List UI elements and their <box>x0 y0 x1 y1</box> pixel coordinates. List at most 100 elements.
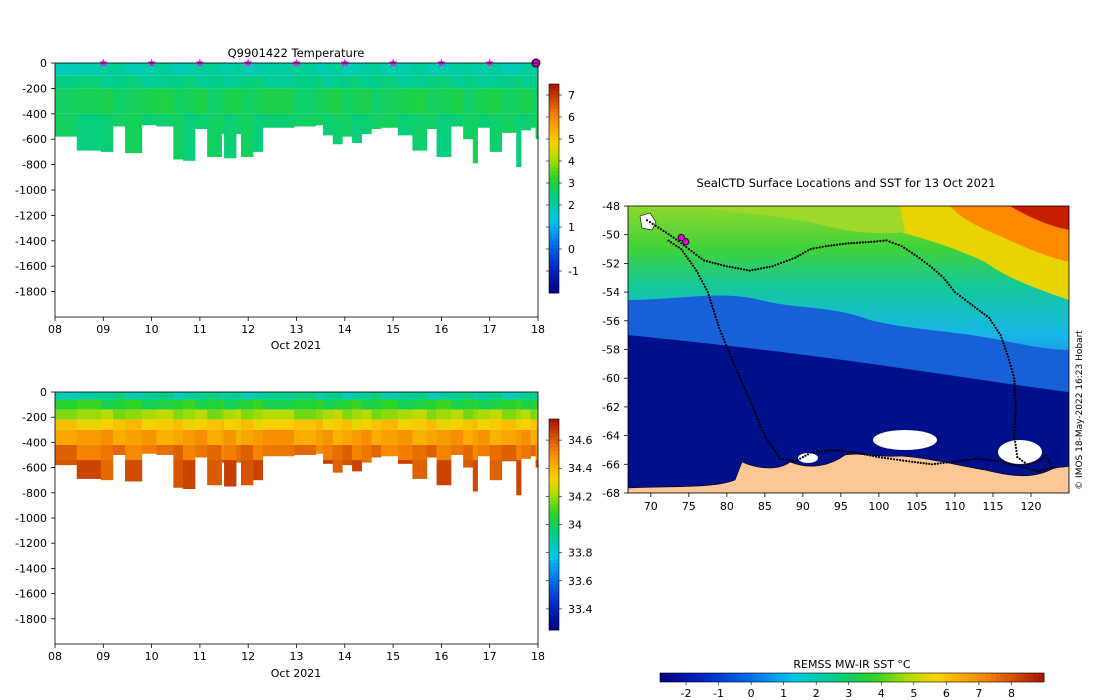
colorbar-segment <box>856 673 862 682</box>
track-position-dot <box>697 255 701 258</box>
section-cell <box>477 75 490 89</box>
section-cell <box>323 392 334 400</box>
section-cell <box>183 419 196 430</box>
colorbar-segment <box>679 673 685 682</box>
section-cell <box>323 63 334 76</box>
colorbar-segment <box>549 122 559 127</box>
track-position-dot <box>756 417 759 421</box>
track-position-dot <box>990 459 994 462</box>
track-position-dot <box>725 265 728 268</box>
track-position-dot <box>1013 385 1016 388</box>
colorbar-segment <box>914 673 920 682</box>
section-cell <box>436 409 452 420</box>
track-position-dot <box>1014 414 1017 417</box>
section-cell <box>253 460 263 481</box>
section-cell <box>516 399 522 410</box>
track-position-dot <box>701 280 704 283</box>
colorbar-tick-label: 33.4 <box>568 603 593 616</box>
lon-tick-label: 70 <box>644 500 658 513</box>
colorbar-segment <box>549 471 559 476</box>
lon-tick-label: 90 <box>796 500 810 513</box>
colorbar-segment <box>549 205 559 210</box>
colorbar-segment <box>549 545 559 550</box>
track-position-dot <box>911 460 914 463</box>
section-cell <box>352 429 363 445</box>
colorbar-segment <box>818 673 824 682</box>
track-position-dot <box>1002 342 1005 345</box>
section-cell <box>530 113 536 128</box>
colorbar-segment <box>549 535 559 539</box>
surface-profile-marker <box>243 58 253 67</box>
track-position-dot <box>714 315 717 318</box>
track-position-dot <box>856 241 859 244</box>
section-cell <box>294 399 317 410</box>
section-cell <box>173 429 184 445</box>
section-cell <box>535 460 539 468</box>
track-position-dot <box>683 252 686 255</box>
section-cell <box>240 460 254 486</box>
section-cell <box>76 444 102 461</box>
track-position-dot <box>948 283 951 286</box>
section-cell <box>323 113 334 136</box>
colorbar-segment <box>804 673 810 682</box>
track-position-dot <box>1028 462 1032 465</box>
section-cell <box>112 409 126 420</box>
track-position-dot <box>692 264 695 267</box>
colorbar-tick-label: 3 <box>568 177 575 190</box>
track-position-dot <box>801 456 805 459</box>
lat-tick-label: -52 <box>602 257 620 270</box>
track-position-dot <box>715 318 718 321</box>
track-position-dot <box>1013 377 1016 380</box>
section-cell <box>240 419 254 430</box>
temperature-y-axis: 0 -200 -400 -600 -800 -1000 -1200 -1400 -1600 -18… <box>15 57 55 299</box>
section-cell <box>294 113 317 127</box>
x-tick-label: 17 <box>483 323 497 336</box>
section-cell <box>436 429 452 445</box>
section-cell <box>315 75 324 89</box>
lon-tick-label: 85 <box>758 500 772 513</box>
section-cell <box>501 63 517 76</box>
section-cell <box>397 392 413 400</box>
colorbar-segment <box>549 115 559 120</box>
section-cell <box>361 113 372 135</box>
colorbar-tick-label: 34.4 <box>568 462 593 475</box>
section-cell <box>240 429 254 445</box>
colorbar-segment <box>549 272 559 276</box>
colorbar-segment <box>996 673 1002 682</box>
section-cell <box>412 392 428 400</box>
colorbar-segment <box>549 429 559 434</box>
seal-track <box>645 219 1054 473</box>
section-cell <box>516 460 522 496</box>
section-cell <box>100 399 114 410</box>
section-cell <box>361 409 372 420</box>
track-position-dot <box>956 460 959 463</box>
track-position-dot <box>997 331 1001 334</box>
section-cell <box>397 75 413 89</box>
colorbar-segment <box>876 673 882 682</box>
colorbar-segment <box>549 191 559 196</box>
colorbar-segment <box>832 673 838 682</box>
colorbar-segment <box>1010 673 1016 682</box>
track-position-dot <box>1013 423 1017 426</box>
track-position-dot <box>757 267 760 271</box>
colorbar-segment <box>549 226 559 231</box>
track-position-dot <box>812 247 815 250</box>
colorbar-segment <box>549 513 559 518</box>
temperature-panel-title: Q9901422 Temperature <box>228 46 365 60</box>
lon-tick-label: 75 <box>682 500 696 513</box>
colorbar-segment <box>549 605 559 610</box>
x-tick-label: 09 <box>96 650 110 663</box>
section-cell <box>352 409 363 420</box>
section-cell <box>451 409 464 420</box>
track-position-dot <box>794 460 797 463</box>
section-cell <box>76 88 102 114</box>
track-position-dot <box>894 242 897 245</box>
section-cell <box>221 75 225 89</box>
track-position-dot <box>935 270 938 273</box>
sst-northwest-band <box>700 206 905 234</box>
colorbar-tick-label: 6 <box>568 111 575 124</box>
track-position-dot <box>768 442 772 445</box>
track-position-dot <box>1023 461 1026 464</box>
section-cell <box>463 460 474 468</box>
lat-tick-label: -62 <box>602 401 620 414</box>
